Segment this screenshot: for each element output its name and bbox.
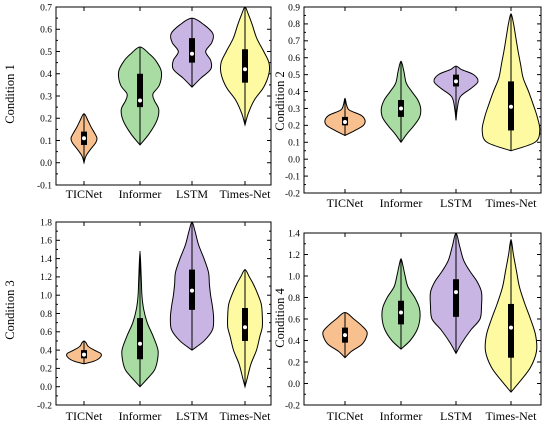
y-tick-label: 0.0 (40, 159, 52, 169)
panel-condition-2: -0.2 -0.1 0.0 0.1 0.2 0.3 0.4 0.5 0.6 0.7 0.8 0.9 Co… (273, 3, 542, 210)
y-tick-label: -0.2 (285, 189, 300, 199)
violin-iqr-box (242, 308, 248, 341)
violin-median-dot (138, 341, 142, 346)
y-tick-label: 1.2 (40, 273, 52, 283)
y-tick-label: 0.4 (288, 337, 300, 347)
violin-median-dot (509, 104, 513, 109)
y-tick-label: 0.5 (288, 71, 300, 81)
violin-iqr-box (137, 73, 143, 108)
category-label: LSTM (440, 409, 472, 423)
y-tick-label: 0.4 (288, 88, 300, 98)
category-label: Informer (119, 187, 162, 201)
category-label: LSTM (176, 409, 208, 423)
y-tick-label: 0.2 (288, 358, 300, 368)
violin-median-dot (343, 333, 347, 338)
category-label: Informer (119, 409, 162, 423)
y-tick-label: 0.0 (288, 380, 300, 390)
y-tick-label: 1.4 (40, 255, 52, 265)
y-tick-label: 0.8 (288, 294, 300, 304)
y-tick-label: 0.0 (40, 383, 52, 393)
y-tick-label: 0.7 (288, 37, 300, 47)
violin-median-dot (138, 98, 142, 103)
y-tick-label: 0.2 (288, 122, 300, 132)
y-axis-label-condition-1: Condition 1 (3, 64, 17, 123)
violin-median-dot (190, 288, 194, 293)
violin-median-dot (243, 67, 247, 72)
y-tick-label: 1.6 (40, 237, 52, 247)
violin-median-dot (454, 290, 458, 295)
y-tick-label: 0.6 (40, 328, 52, 338)
category-label: Informer (380, 409, 423, 423)
violin-median-dot (399, 310, 403, 315)
y-tick-label: 0.5 (40, 48, 52, 58)
y-tick-label: -0.1 (285, 172, 300, 182)
y-axis-label-condition-2: Condition 2 (273, 71, 287, 130)
category-label: LSTM (176, 187, 208, 201)
violin-median-dot (399, 106, 403, 111)
panel-condition-4: -0.2 0.0 0.2 0.4 0.6 0.8 1.0 1.2 1.4 Condition 4 T… (273, 229, 542, 423)
category-label: TICNet (66, 409, 103, 423)
violin-median-dot (243, 325, 247, 330)
y-tick-label: -0.1 (37, 181, 52, 191)
y-tick-label: 0.4 (40, 70, 52, 80)
violin-median-dot (509, 325, 513, 330)
y-tick-label: 1.2 (288, 251, 300, 261)
y-tick-label: 0.6 (40, 26, 52, 36)
y-tick-label: 0.2 (40, 115, 52, 125)
y-tick-label: 0.8 (40, 310, 52, 320)
y-tick-label: 0.6 (288, 54, 300, 64)
category-label: TICNet (66, 187, 103, 201)
y-tick-label: 0.3 (288, 105, 300, 115)
y-tick-label: 0.3 (40, 92, 52, 102)
category-label: TICNet (327, 409, 364, 423)
y-tick-label: 1.0 (40, 292, 52, 302)
category-label: Times-Net (486, 196, 538, 210)
violin-iqr-box (508, 303, 514, 358)
y-tick-label: 1.4 (288, 229, 300, 239)
category-label: Times-Net (486, 409, 538, 423)
violin-iqr-box (242, 49, 248, 83)
y-tick-label: -0.2 (37, 401, 52, 411)
y-tick-label: 0.0 (288, 155, 300, 165)
violin-iqr-box (137, 318, 143, 360)
y-tick-label: 1.8 (40, 218, 52, 228)
category-label: Times-Net (220, 409, 272, 423)
violin-iqr-box (453, 279, 459, 317)
violin-iqr-box (189, 38, 195, 63)
violin-median-dot (82, 136, 86, 141)
y-tick-label: 0.6 (288, 315, 300, 325)
violin-median-dot (454, 79, 458, 84)
y-tick-label: 0.2 (40, 365, 52, 375)
violin-median-dot (190, 51, 194, 56)
y-tick-label: 0.1 (40, 137, 52, 147)
category-label: TICNet (327, 196, 364, 210)
y-tick-label: 0.9 (288, 3, 300, 13)
category-label: LSTM (440, 196, 472, 210)
y-tick-label: 0.4 (40, 346, 52, 356)
panel-condition-3: -0.2 0.0 0.2 0.4 0.6 0.8 1.0 1.2 1.4 1.6 1.8 Condit… (3, 218, 272, 423)
y-tick-label: 0.1 (288, 139, 300, 149)
y-tick-label: 0.8 (288, 20, 300, 30)
panel-condition-1: -0.1 0.0 0.1 0.2 0.3 0.4 0.5 0.6 0.7 Condition 1 T… (3, 3, 272, 201)
category-label: Times-Net (220, 187, 272, 201)
violin-median-dot (82, 352, 86, 357)
category-label: Informer (380, 196, 423, 210)
y-tick-label: 0.7 (40, 3, 52, 13)
y-tick-label: 1.0 (288, 272, 300, 282)
violin-median-dot (343, 119, 347, 124)
y-axis-label-condition-4: Condition 4 (273, 288, 287, 348)
y-axis-label-condition-3: Condition 3 (3, 280, 17, 339)
y-tick-label: -0.2 (285, 401, 300, 411)
